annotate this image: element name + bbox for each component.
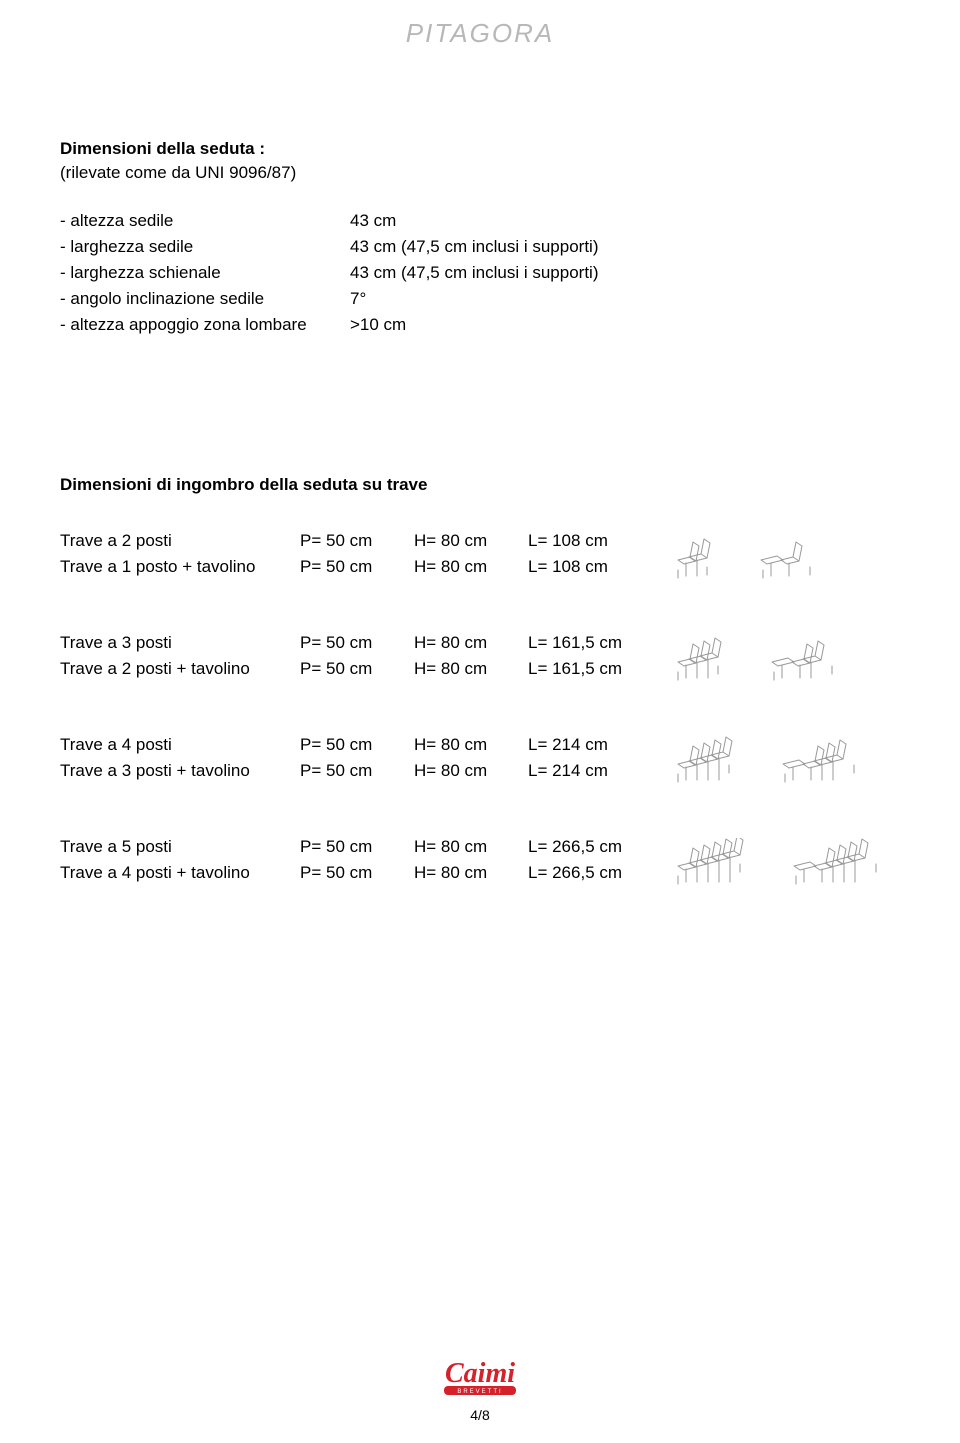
table-row: Trave a 3 posti P= 50 cm H= 80 cm L= 161… [60, 633, 672, 653]
spec-label: - larghezza schienale [60, 263, 350, 283]
row-p: P= 50 cm [300, 633, 414, 653]
bench-5-seats-icon [672, 838, 750, 888]
spec-row: - angolo inclinazione sedile 7° [60, 289, 900, 309]
spec-label: - larghezza sedile [60, 237, 350, 257]
svg-text:BREVETTI: BREVETTI [457, 1389, 502, 1395]
row-h: H= 80 cm [414, 531, 528, 551]
row-name: Trave a 3 posti [60, 633, 300, 653]
spec-row: - larghezza schienale 43 cm (47,5 cm inc… [60, 263, 900, 283]
row-h: H= 80 cm [414, 633, 528, 653]
page-title: PITAGORA [60, 18, 900, 49]
bench-3-seats-icon [672, 634, 728, 684]
bench-2-seats-table-icon [768, 634, 842, 684]
row-l: L= 108 cm [528, 557, 672, 577]
svg-text:Caimi: Caimi [445, 1358, 515, 1389]
spec-value: 43 cm (47,5 cm inclusi i supporti) [350, 263, 598, 283]
table-row: Trave a 2 posti P= 50 cm H= 80 cm L= 108… [60, 531, 672, 551]
spec-value: 43 cm (47,5 cm inclusi i supporti) [350, 237, 598, 257]
row-l: L= 108 cm [528, 531, 672, 551]
row-name: Trave a 4 posti [60, 735, 300, 755]
row-p: P= 50 cm [300, 837, 414, 857]
spec-value: 43 cm [350, 211, 396, 231]
bench-2-seats-icon [672, 532, 717, 582]
row-p: P= 50 cm [300, 735, 414, 755]
table-row: Trave a 4 posti P= 50 cm H= 80 cm L= 214… [60, 735, 672, 755]
row-h: H= 80 cm [414, 761, 528, 781]
table-row: Trave a 4 posti + tavolino P= 50 cm H= 8… [60, 863, 672, 883]
dimension-group: Trave a 5 posti P= 50 cm H= 80 cm L= 266… [60, 837, 900, 889]
row-l: L= 161,5 cm [528, 633, 672, 653]
section1-title: Dimensioni della seduta : [60, 139, 900, 159]
row-p: P= 50 cm [300, 531, 414, 551]
spec-row: - altezza appoggio zona lombare >10 cm [60, 315, 900, 335]
row-l: L= 161,5 cm [528, 659, 672, 679]
table-row: Trave a 2 posti + tavolino P= 50 cm H= 8… [60, 659, 672, 679]
dimension-group: Trave a 3 posti P= 50 cm H= 80 cm L= 161… [60, 633, 900, 685]
row-h: H= 80 cm [414, 659, 528, 679]
spec-label: - altezza sedile [60, 211, 350, 231]
section2-title: Dimensioni di ingombro della seduta su t… [60, 475, 900, 495]
row-name: Trave a 3 posti + tavolino [60, 761, 300, 781]
row-l: L= 214 cm [528, 761, 672, 781]
beam-dimensions-section: Dimensioni di ingombro della seduta su t… [60, 475, 900, 889]
row-name: Trave a 5 posti [60, 837, 300, 857]
row-l: L= 214 cm [528, 735, 672, 755]
row-l: L= 266,5 cm [528, 863, 672, 883]
row-p: P= 50 cm [300, 557, 414, 577]
table-row: Trave a 5 posti P= 50 cm H= 80 cm L= 266… [60, 837, 672, 857]
spec-row: - larghezza sedile 43 cm (47,5 cm inclus… [60, 237, 900, 257]
spec-row: - altezza sedile 43 cm [60, 211, 900, 231]
spec-value: >10 cm [350, 315, 406, 335]
row-l: L= 266,5 cm [528, 837, 672, 857]
spec-label: - angolo inclinazione sedile [60, 289, 350, 309]
bench-3-seats-table-icon [779, 736, 864, 786]
row-h: H= 80 cm [414, 837, 528, 857]
page-number: 4/8 [0, 1407, 960, 1423]
row-p: P= 50 cm [300, 863, 414, 883]
row-name: Trave a 2 posti [60, 531, 300, 551]
page-footer: Caimi BREVETTI 4/8 [0, 1356, 960, 1423]
section1-subtitle: (rilevate come da UNI 9096/87) [60, 163, 900, 183]
row-name: Trave a 1 posto + tavolino [60, 557, 300, 577]
row-p: P= 50 cm [300, 761, 414, 781]
spec-value: 7° [350, 289, 366, 309]
row-h: H= 80 cm [414, 735, 528, 755]
row-h: H= 80 cm [414, 863, 528, 883]
table-row: Trave a 3 posti + tavolino P= 50 cm H= 8… [60, 761, 672, 781]
row-h: H= 80 cm [414, 557, 528, 577]
dimension-group: Trave a 2 posti P= 50 cm H= 80 cm L= 108… [60, 531, 900, 583]
row-name: Trave a 4 posti + tavolino [60, 863, 300, 883]
bench-1-seat-table-icon [757, 532, 820, 582]
row-p: P= 50 cm [300, 659, 414, 679]
table-row: Trave a 1 posto + tavolino P= 50 cm H= 8… [60, 557, 672, 577]
spec-label: - altezza appoggio zona lombare [60, 315, 350, 335]
bench-4-seats-table-icon [790, 838, 886, 888]
row-name: Trave a 2 posti + tavolino [60, 659, 300, 679]
caimi-logo-icon: Caimi BREVETTI [420, 1356, 540, 1400]
bench-4-seats-icon [672, 736, 739, 786]
seat-dimensions-section: Dimensioni della seduta : (rilevate come… [60, 139, 900, 335]
dimension-group: Trave a 4 posti P= 50 cm H= 80 cm L= 214… [60, 735, 900, 787]
